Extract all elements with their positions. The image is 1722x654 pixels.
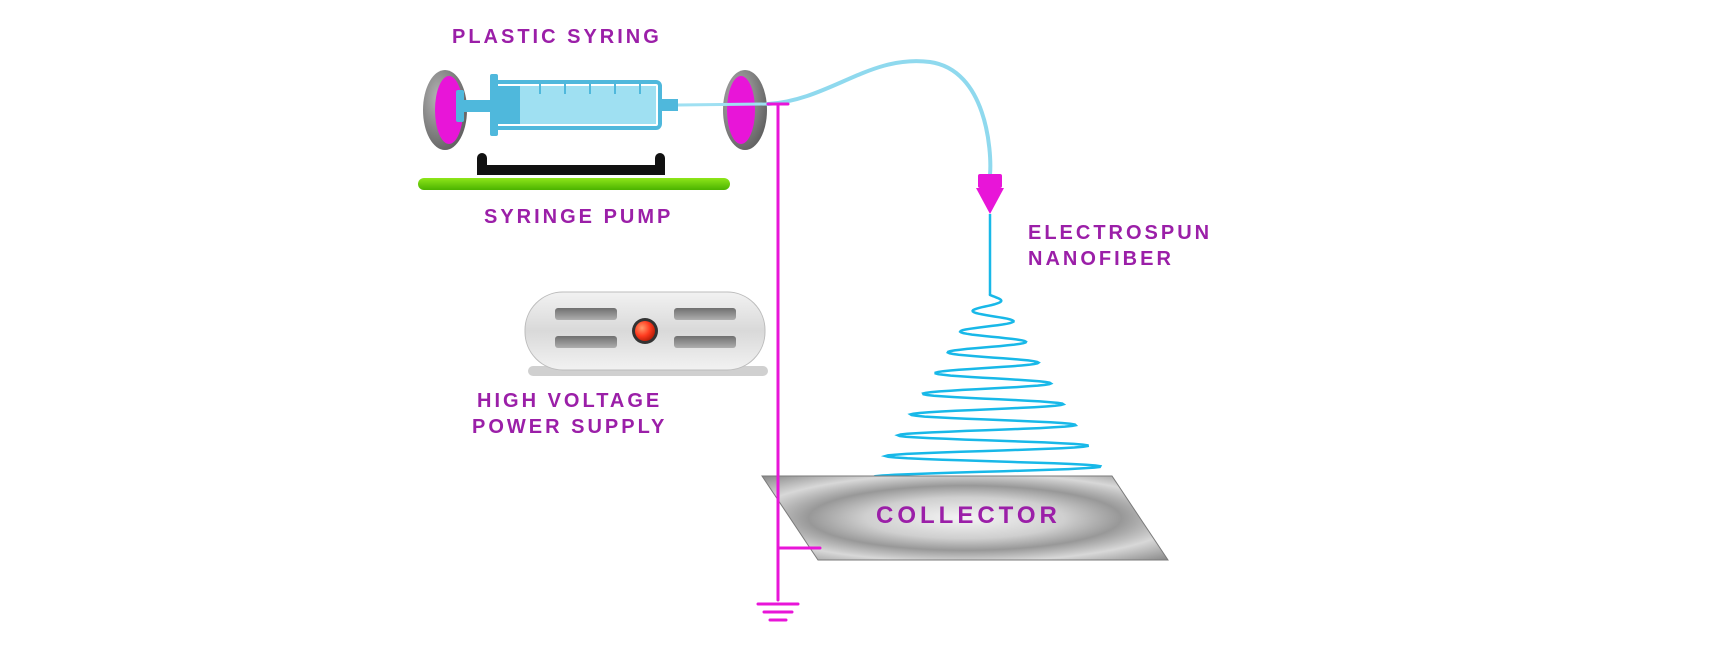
diagram-canvas — [0, 0, 1722, 654]
label-collector: Collector — [876, 500, 1061, 531]
power-supply-icon — [525, 292, 768, 376]
spinneret-icon — [976, 174, 1004, 214]
syringe-icon — [456, 74, 768, 136]
label-fiber: Electrospun Nanofiber — [1028, 220, 1212, 272]
label-power: High Voltage power Supply — [472, 388, 667, 440]
tube — [768, 61, 990, 175]
label-pump: Syringe pump — [484, 204, 673, 230]
label-syringe: Plastic Syring — [452, 24, 662, 50]
